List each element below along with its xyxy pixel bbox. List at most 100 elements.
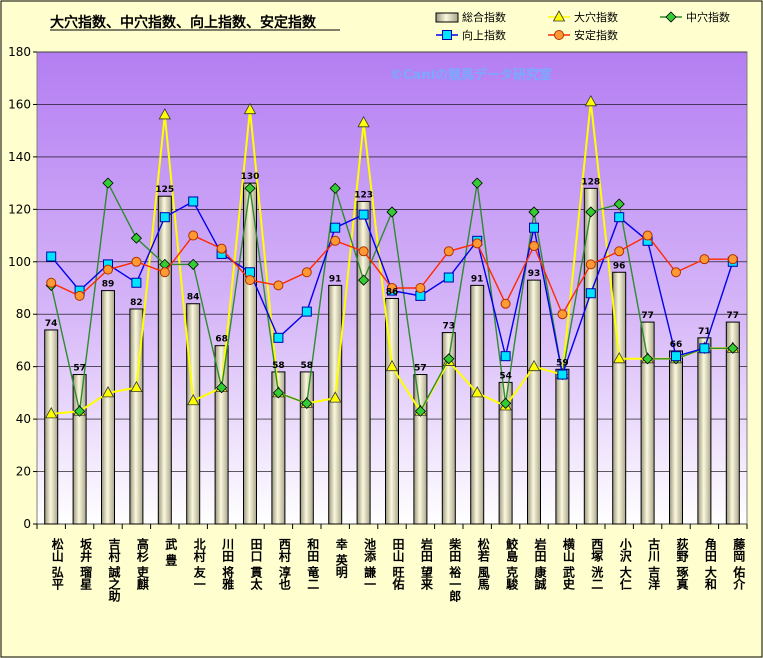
series-point — [642, 230, 653, 241]
series-point — [329, 182, 341, 194]
series-point — [727, 342, 739, 354]
series-point — [500, 397, 512, 409]
series-point — [273, 332, 284, 343]
series-point — [557, 369, 568, 380]
x-category-label: 古川 吉洋 — [647, 537, 661, 591]
series-point — [46, 277, 57, 288]
legend-item: 中穴指数 — [660, 10, 730, 24]
series-point — [529, 222, 539, 233]
bar-15 — [441, 332, 456, 525]
bar-23 — [669, 350, 683, 525]
bar-25 — [725, 321, 740, 525]
series-point — [614, 246, 625, 257]
bar-2 — [72, 374, 87, 525]
bar-20 — [583, 187, 598, 525]
bar-value-label: 128 — [581, 177, 600, 187]
y-tick-label: 60 — [16, 360, 31, 374]
bar-7 — [214, 345, 229, 525]
series-point — [727, 254, 738, 265]
series-point — [272, 387, 284, 399]
y-tick-label: 180 — [8, 45, 31, 59]
bar-value-label: 123 — [354, 190, 373, 200]
series-point — [244, 182, 256, 194]
series-point — [131, 277, 142, 288]
series-point — [102, 177, 114, 189]
series-point — [500, 298, 511, 309]
y-tick-label: 40 — [16, 412, 31, 426]
legend-label: 安定指数 — [574, 28, 618, 42]
series-point — [584, 94, 597, 107]
legend-label: 中穴指数 — [686, 10, 730, 24]
series-point — [188, 230, 199, 241]
series-point — [613, 198, 625, 210]
x-category-label: 小沢 大仁 — [618, 537, 632, 591]
x-category-label: 武 豊 — [164, 537, 178, 567]
legend-label: 大穴指数 — [574, 10, 618, 24]
series-point — [358, 274, 370, 286]
legend-item: 向上指数 — [436, 28, 506, 42]
legend-label: 向上指数 — [462, 28, 506, 42]
series-point — [301, 306, 312, 317]
x-category-label: 藤岡 佑介 — [732, 537, 746, 591]
x-category-label: 川田 将雅 — [221, 538, 235, 591]
data-label-layer: 74 57 89 82 125 84 68 130 58 58 91 123 86 57 73 91 54 93 5… — [45, 172, 739, 381]
bar-value-label: 54 — [499, 371, 512, 381]
y-tick-label: 140 — [8, 150, 31, 164]
series-point — [159, 267, 170, 278]
series-point — [585, 206, 597, 218]
bar-value-label: 68 — [215, 335, 228, 345]
x-category-label: 坂井 瑠星 — [79, 537, 93, 591]
series-point — [443, 246, 454, 257]
bar-value-label: 71 — [698, 327, 711, 337]
series-point — [216, 243, 227, 254]
bar-value-label: 91 — [471, 274, 484, 284]
series-point — [528, 206, 540, 218]
series-point — [642, 353, 654, 365]
x-category-label: 荻野 琢真 — [675, 537, 689, 591]
legend-label: 総合指数 — [462, 10, 506, 24]
series-point — [46, 251, 57, 262]
x-category-label: 吉村 誠之助 — [107, 537, 121, 603]
x-category-label: 柴田 裕一郎 — [448, 537, 462, 603]
series-point — [103, 264, 113, 275]
series-point — [671, 267, 681, 278]
y-tick-label: 80 — [16, 307, 31, 321]
series-point — [329, 391, 342, 403]
bar-value-label: 125 — [155, 185, 174, 195]
bar-value-label: 59 — [556, 358, 569, 368]
x-axis-ticks: 松山 弘平 坂井 瑠星 吉村 誠之助 高杉 吏麒武 豊北村 友一 川田 将雅 田口 貫太西… — [36, 524, 748, 603]
bar-value-label: 130 — [241, 172, 260, 182]
series-point — [585, 288, 596, 299]
bar-24 — [697, 337, 712, 525]
series-point — [74, 290, 85, 301]
x-category-label: 和田 竜二 — [306, 537, 320, 591]
x-category-label: 西塚 洸二 — [590, 538, 604, 591]
x-category-label: 田山 旺佑 — [391, 538, 405, 591]
bar-value-label: 89 — [102, 280, 115, 290]
x-category-label: 高杉 吏麒 — [135, 537, 149, 591]
bar-9 — [271, 371, 286, 525]
series-point — [101, 386, 115, 398]
y-tick-label: 120 — [8, 202, 31, 216]
x-category-label: 鮫島 克駿 — [505, 537, 519, 591]
x-category-label: 西村 淳也 — [277, 538, 291, 591]
bar-value-label: 86 — [386, 287, 399, 297]
y-tick-label: 20 — [16, 465, 31, 479]
x-category-label: 池添 謙一 — [363, 537, 377, 591]
bar-value-label: 77 — [641, 311, 654, 321]
series-point — [385, 359, 399, 372]
bar-14 — [413, 374, 428, 525]
series-point — [358, 209, 369, 220]
bar-value-label: 84 — [187, 293, 200, 303]
x-category-label: 岩田 康誠 — [533, 537, 547, 591]
bar-value-label: 96 — [613, 261, 626, 271]
legend-marker — [552, 10, 566, 22]
series-point — [330, 222, 341, 233]
y-tick-label: 100 — [8, 255, 31, 269]
series-point — [357, 115, 370, 128]
series-point — [301, 397, 313, 409]
x-category-label: 松山 弘平 — [50, 537, 64, 591]
legend-item: 総合指数 — [435, 10, 506, 24]
